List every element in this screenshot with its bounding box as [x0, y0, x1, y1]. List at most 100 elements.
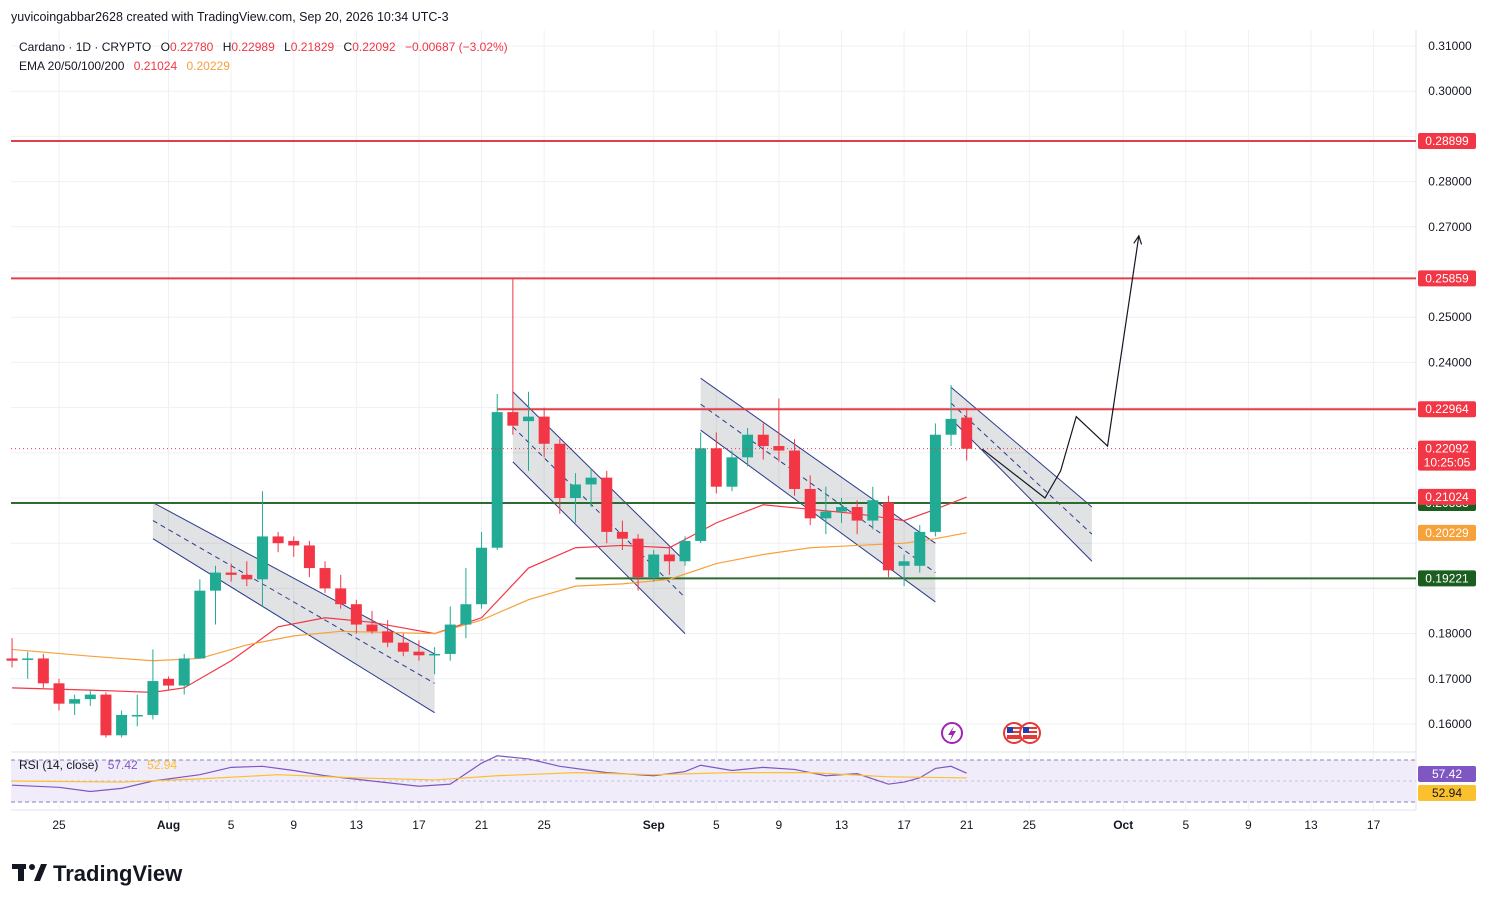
candle-body	[836, 507, 847, 512]
price-badge-bg	[1418, 488, 1476, 505]
candle	[210, 565, 221, 625]
rsi-legend: RSI (14, close) 57.42 52.94	[19, 758, 177, 772]
projection-arrowhead	[1133, 234, 1143, 245]
candle-body	[710, 448, 722, 487]
candle	[397, 633, 409, 657]
candle-body	[350, 604, 362, 625]
price-badge-text: 0.22092	[1425, 442, 1469, 456]
projection-line	[981, 235, 1140, 499]
x-tick-label: 21	[475, 818, 489, 832]
candle	[773, 398, 785, 462]
candle-body	[272, 536, 284, 544]
x-tick-label: 25	[537, 818, 551, 832]
candle	[710, 432, 722, 494]
level-badge-text: 0.28899	[1425, 134, 1469, 148]
candle	[757, 423, 769, 460]
candle	[84, 690, 96, 706]
candle-body	[789, 450, 801, 489]
change-value: −0.00687 (−3.02%)	[405, 40, 508, 54]
candle-body	[210, 572, 221, 591]
candle-body	[601, 477, 613, 532]
candle	[695, 432, 707, 544]
candle	[256, 491, 268, 607]
price-badge-text: 0.21024	[1425, 490, 1469, 504]
rsi-ma-badge-bg	[1418, 785, 1476, 801]
level-badge-text: 0.25859	[1425, 271, 1469, 285]
rsi-line	[12, 755, 967, 793]
channel-top	[950, 386, 1093, 508]
channel-fill	[152, 502, 435, 713]
candle	[867, 486, 879, 530]
price-badges: 0.288990.258590.229640.208880.192210.220…	[1418, 132, 1476, 801]
candle	[929, 423, 941, 537]
candle	[350, 599, 362, 634]
candle-body	[397, 642, 409, 652]
x-tick-label: 13	[350, 818, 364, 832]
rsi-ma-line	[12, 771, 967, 783]
candle	[319, 561, 331, 593]
candle	[851, 500, 863, 535]
x-tick-label: 17	[897, 818, 911, 832]
tv-logo-icon	[12, 864, 47, 881]
candle	[100, 692, 112, 738]
us-flag-icon[interactable]	[1019, 722, 1041, 744]
candles	[6, 278, 973, 738]
open-value: 0.22780	[170, 40, 214, 54]
x-tick-label: 9	[776, 818, 783, 832]
candle-body	[100, 694, 112, 736]
x-tick-label: 25	[1023, 818, 1037, 832]
ema-legend: EMA 20/50/100/200 0.21024 0.20229	[19, 59, 230, 73]
candle-body	[523, 416, 534, 422]
candle-body	[303, 545, 315, 569]
candle	[914, 525, 926, 573]
y-axis: 0.31000 0.30000 0.28000 0.27000 0.25000 0.240…	[1428, 39, 1472, 731]
candle	[444, 606, 456, 661]
candle-body	[53, 683, 65, 704]
rsi-badge-text: 57.42	[1432, 767, 1462, 781]
low-label: L	[284, 40, 291, 54]
candle-body	[773, 446, 785, 451]
candle	[116, 710, 128, 738]
candle-body	[945, 418, 957, 435]
ohlc-legend: Cardano · 1D · CRYPTO O0.22780 H0.22989 …	[19, 40, 508, 54]
x-tick-label: Sep	[643, 818, 665, 832]
close-value: 0.22092	[352, 40, 396, 54]
candle-body	[163, 678, 175, 686]
candle-body	[820, 511, 832, 519]
candle-body	[147, 681, 159, 715]
ema-value-2: 0.20229	[187, 59, 231, 73]
candle-body	[898, 561, 910, 566]
channel-bottom	[700, 429, 936, 603]
y-tick-label: 0.18000	[1428, 627, 1472, 641]
candle-body	[131, 714, 143, 717]
candle-body	[648, 554, 660, 578]
candle-body	[929, 434, 941, 532]
candle	[272, 531, 284, 553]
ema-label: EMA 20/50/100/200	[19, 59, 125, 73]
price-badge-subtext: 10:25:05	[1424, 456, 1471, 470]
candle	[22, 651, 34, 679]
candle	[491, 394, 503, 550]
candle	[507, 278, 519, 435]
candle-body	[914, 531, 926, 566]
candle-body	[413, 651, 425, 656]
tradingview-logo[interactable]: TradingView	[12, 861, 183, 886]
channel-fill	[951, 387, 1092, 562]
level-badge: 0.19221	[1418, 570, 1476, 587]
price-badge: 0.20229	[1418, 524, 1476, 541]
channel-fill	[700, 378, 936, 602]
x-tick-label: 13	[835, 818, 849, 832]
candle-body	[335, 588, 347, 605]
x-tick-label: 9	[1245, 818, 1252, 832]
candle	[178, 653, 190, 695]
lightning-icon[interactable]	[941, 722, 963, 744]
high-value: 0.22989	[231, 40, 275, 54]
x-tick-label: 17	[412, 818, 426, 832]
candle	[303, 540, 315, 578]
x-tick-label: 5	[713, 818, 720, 832]
candle-body	[616, 531, 628, 539]
x-tick-label: 5	[228, 818, 235, 832]
candle-body	[695, 448, 707, 541]
